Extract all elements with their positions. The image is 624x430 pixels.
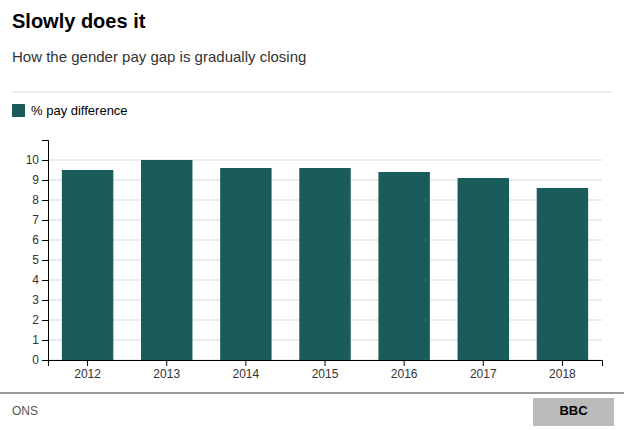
x-tick: 2015: [312, 360, 339, 381]
brand-label: BBC: [559, 403, 588, 418]
x-tick-label: 2012: [74, 367, 101, 381]
y-tick: 3: [32, 293, 48, 307]
x-tick-mark: [245, 360, 246, 366]
y-tick: 4: [32, 273, 48, 287]
y-tick: 6: [32, 233, 48, 247]
x-tick-label: 2016: [391, 367, 418, 381]
x-tick: 2018: [549, 360, 576, 381]
source-label: ONS: [12, 404, 38, 418]
bar: [141, 160, 192, 360]
y-tick-mark: [42, 260, 48, 261]
y-tick: 0: [32, 353, 48, 367]
bars: [62, 160, 588, 360]
x-tick: 2012: [74, 360, 101, 381]
y-tick-mark: [42, 180, 48, 181]
y-tick: 5: [32, 253, 48, 267]
legend-item: % pay difference: [12, 103, 128, 118]
bar: [537, 188, 588, 360]
x-tick-label: 2014: [233, 367, 260, 381]
y-tick-mark: [42, 200, 48, 201]
x-tick-mark: [87, 360, 88, 366]
y-tick-mark: [42, 280, 48, 281]
y-tick-label: 8: [32, 193, 39, 207]
bar: [220, 168, 271, 360]
x-tick-mark: [404, 360, 405, 366]
y-tick-label: 9: [32, 173, 39, 187]
bar: [62, 170, 113, 360]
plot-area: 0 1 2 3 4 5 6 7 8 9 10 2012 2013 2014 2015 2016 2017 2018: [26, 141, 603, 381]
grid-line: [48, 160, 602, 161]
grid: [48, 160, 602, 360]
x-tick: 2013: [153, 360, 180, 381]
y-tick-label: 5: [32, 253, 39, 267]
y-axis-line: [42, 141, 49, 361]
chart-svg: Slowly does it How the gender pay gap is …: [0, 0, 624, 430]
y-tick: 1: [32, 333, 48, 347]
y-axis: 0 1 2 3 4 5 6 7 8 9 10: [26, 141, 49, 368]
y-tick: 10: [26, 153, 48, 167]
x-tick-label: 2018: [549, 367, 576, 381]
x-axis-line: [49, 361, 603, 367]
y-tick-mark: [42, 320, 48, 321]
bar: [458, 178, 509, 360]
legend-swatch: [12, 104, 25, 117]
title: Slowly does it: [12, 10, 146, 32]
legend: % pay difference: [12, 103, 128, 118]
y-tick: 2: [32, 313, 48, 327]
x-tick-mark: [166, 360, 167, 366]
y-tick-label: 6: [32, 233, 39, 247]
y-tick-label: 4: [32, 273, 39, 287]
y-tick-label: 1: [32, 333, 39, 347]
y-tick: 9: [32, 173, 48, 187]
y-tick-mark: [42, 360, 48, 361]
x-tick-mark: [483, 360, 484, 366]
y-tick-mark: [42, 240, 48, 241]
x-tick-label: 2017: [470, 367, 497, 381]
header-divider: [12, 92, 612, 93]
y-tick-label: 0: [32, 353, 39, 367]
x-tick-label: 2013: [153, 367, 180, 381]
y-tick-label: 10: [26, 153, 40, 167]
legend-label: % pay difference: [31, 103, 128, 118]
brand-box: [533, 398, 614, 426]
x-tick: 2014: [233, 360, 260, 381]
y-tick-label: 7: [32, 213, 39, 227]
y-tick-label: 2: [32, 313, 39, 327]
bar: [299, 168, 350, 360]
x-tick: 2016: [391, 360, 418, 381]
x-tick-mark: [562, 360, 563, 366]
subtitle: How the gender pay gap is gradually clos…: [12, 48, 306, 65]
y-tick-mark: [42, 220, 48, 221]
y-tick: 7: [32, 213, 48, 227]
y-tick-mark: [42, 300, 48, 301]
y-tick-mark: [42, 340, 48, 341]
chart-container: Slowly does it How the gender pay gap is …: [0, 0, 624, 430]
y-tick-label: 3: [32, 293, 39, 307]
y-tick: 8: [32, 193, 48, 207]
bar: [378, 172, 429, 360]
x-axis: 2012 2013 2014 2015 2016 2017 2018: [49, 360, 603, 381]
x-tick-mark: [325, 360, 326, 366]
x-tick-label: 2015: [312, 367, 339, 381]
x-tick: 2017: [470, 360, 497, 381]
y-tick-mark: [42, 160, 48, 161]
footer-divider: [0, 393, 624, 394]
